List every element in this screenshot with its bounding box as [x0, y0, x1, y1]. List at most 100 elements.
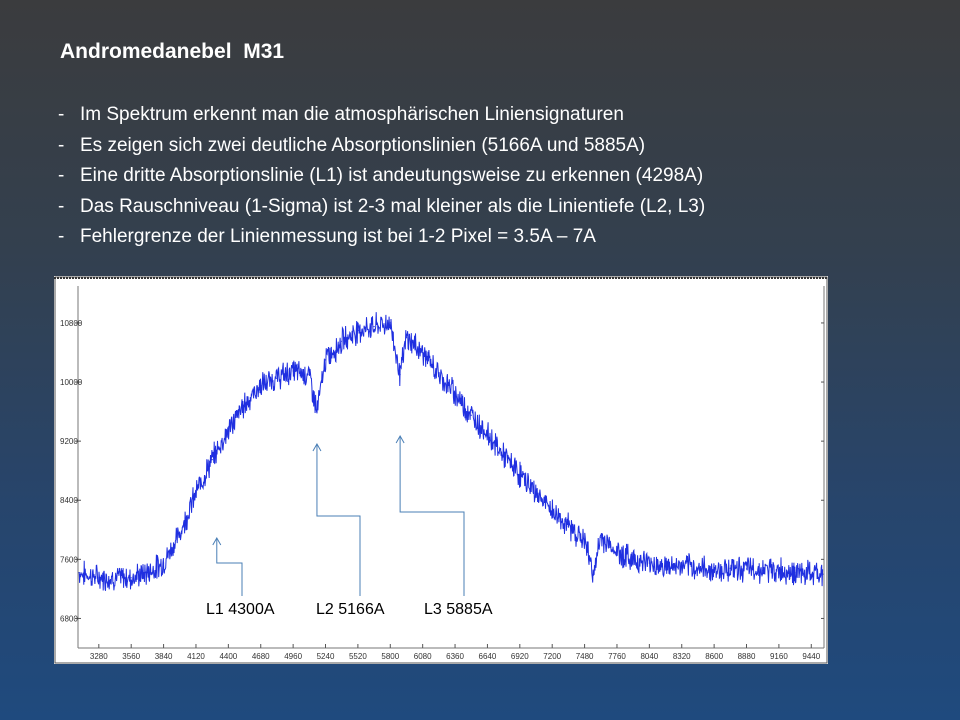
spectrum-point — [98, 577, 100, 579]
spectrum-point — [162, 562, 165, 564]
y-tick-label: 6800 — [60, 614, 78, 623]
spectrum-point — [130, 577, 132, 579]
spectrum-point — [292, 370, 294, 372]
annotation-label: L1 4300A — [206, 601, 275, 618]
bullet-item: - Eine dritte Absorptionslinie (L1) ist a… — [58, 161, 705, 192]
spectrum-point — [341, 340, 343, 343]
x-tick-label: 5800 — [381, 652, 399, 661]
y-tick-label: 9200 — [60, 437, 78, 446]
annotation-arrow-line — [399, 436, 465, 596]
annotation-arrow-head — [312, 442, 322, 452]
spectrum-point — [243, 403, 246, 405]
spectrum-point — [794, 572, 796, 574]
spectrum-point — [308, 374, 310, 376]
x-tick-label: 5520 — [349, 652, 367, 661]
spectrum-point — [600, 536, 602, 538]
x-tick-label: 8040 — [640, 652, 658, 661]
spectrum-point — [762, 569, 764, 572]
x-tick-label: 5240 — [317, 652, 335, 661]
spectrum-point — [146, 572, 148, 574]
x-tick-label: 9160 — [770, 652, 788, 661]
x-tick-label: 6920 — [511, 652, 529, 661]
spectrum-point — [519, 473, 521, 475]
x-tick-label: 4960 — [284, 652, 302, 661]
x-tick-label: 3840 — [155, 652, 173, 661]
spectrum-point — [664, 566, 667, 568]
y-tick-label: 7600 — [60, 555, 78, 564]
spectrum-point — [822, 573, 824, 575]
x-tick-label: 6360 — [446, 652, 464, 661]
bullet-text: Fehlergrenze der Linienmessung ist bei 1… — [80, 226, 596, 247]
bullet-item: - Im Spektrum erkennt man die atmosphäris… — [58, 100, 705, 131]
bullet-item: - Das Rauschniveau (1-Sigma) ist 2-3 mal … — [58, 192, 705, 223]
spectrum-point — [373, 326, 375, 328]
spectrum-point — [454, 392, 456, 394]
x-tick-label: 4400 — [219, 652, 237, 661]
y-tick-label: 10800 — [60, 319, 83, 328]
spectrum-point — [697, 567, 699, 569]
x-tick-label: 3560 — [122, 652, 140, 661]
x-tick-label: 8600 — [705, 652, 723, 661]
annotation-arrow-head — [212, 536, 222, 546]
spectrum-point — [276, 377, 278, 379]
bullet-item: - Fehlergrenze der Linienmessung ist bei … — [58, 222, 705, 253]
spectrum-point — [810, 573, 812, 575]
spectrum-point — [729, 567, 731, 569]
bullet-item: - Es zeigen sich zwei deutliche Absorptio… — [58, 131, 705, 162]
x-tick-label: 8880 — [738, 652, 756, 661]
spectrum-point — [179, 532, 181, 535]
spectrum-line — [78, 312, 824, 591]
spectrum-chart-svg: 6800 7600 8400 9200 10000 10800 3280 3560 3840 41… — [54, 276, 828, 664]
x-tick-label: 7200 — [543, 652, 561, 661]
spectrum-point — [593, 573, 595, 575]
annotation-arrow-head — [395, 434, 405, 444]
bullet-text: Das Rauschniveau (1-Sigma) ist 2-3 mal k… — [80, 195, 706, 217]
annotation-arrow-line — [316, 444, 361, 596]
spectrum-point — [470, 414, 472, 416]
x-tick-label: 4120 — [187, 652, 205, 661]
x-tick-label: 6080 — [414, 652, 432, 661]
y-tick-label: 10000 — [60, 378, 83, 387]
spectrum-point — [195, 492, 197, 494]
x-tick-label: 3280 — [90, 652, 108, 661]
spectrum-point — [316, 410, 318, 413]
x-tick-label: 6640 — [479, 652, 497, 661]
spectrum-point — [632, 558, 634, 560]
bullet-dash: - — [58, 104, 65, 125]
spectrum-point — [648, 562, 650, 564]
spectrum-point — [616, 551, 618, 553]
bullet-dash: - — [58, 195, 65, 217]
spectrum-point — [745, 568, 748, 570]
spectrum-point — [681, 566, 683, 568]
spectrum-point — [78, 572, 80, 574]
spectrum-point — [503, 455, 505, 457]
bullet-text: Im Spektrum erkennt man die atmosphärisc… — [80, 104, 624, 125]
spectrum-point — [405, 337, 408, 339]
x-tick-label: 9440 — [802, 652, 820, 661]
bullet-text: Es zeigen sich zwei deutliche Absorption… — [80, 134, 646, 156]
spectrum-point — [389, 322, 391, 324]
bullet-dash: - — [58, 165, 65, 186]
spectrum-point — [438, 374, 440, 376]
slide-title: Andromedanebel M31 — [60, 40, 285, 63]
annotation-arrow-line — [216, 538, 243, 596]
spectrum-point — [324, 359, 327, 361]
spectrum-point — [583, 540, 586, 542]
spectrum-point — [713, 569, 715, 572]
bullet-dash: - — [58, 134, 65, 156]
spectrum-point — [357, 329, 359, 331]
x-tick-label: 7480 — [576, 652, 594, 661]
x-tick-label: 8320 — [673, 652, 691, 661]
spectrum-chart: 6800 7600 8400 9200 10000 10800 3280 3560 3840 41… — [54, 276, 828, 664]
spectrum-point — [260, 385, 262, 387]
y-tick-label: 8400 — [60, 496, 78, 505]
spectrum-point — [567, 525, 569, 527]
bullet-text: Eine dritte Absorptionslinie (L1) ist an… — [80, 165, 704, 186]
x-tick-label: 7760 — [608, 652, 626, 661]
spectrum-point — [486, 433, 489, 435]
bullet-list: - Im Spektrum erkennt man die atmosphäris… — [58, 100, 705, 253]
bullet-dash: - — [58, 226, 65, 247]
spectrum-point — [422, 351, 424, 354]
spectrum-point — [535, 492, 537, 494]
spectrum-point — [778, 569, 780, 572]
